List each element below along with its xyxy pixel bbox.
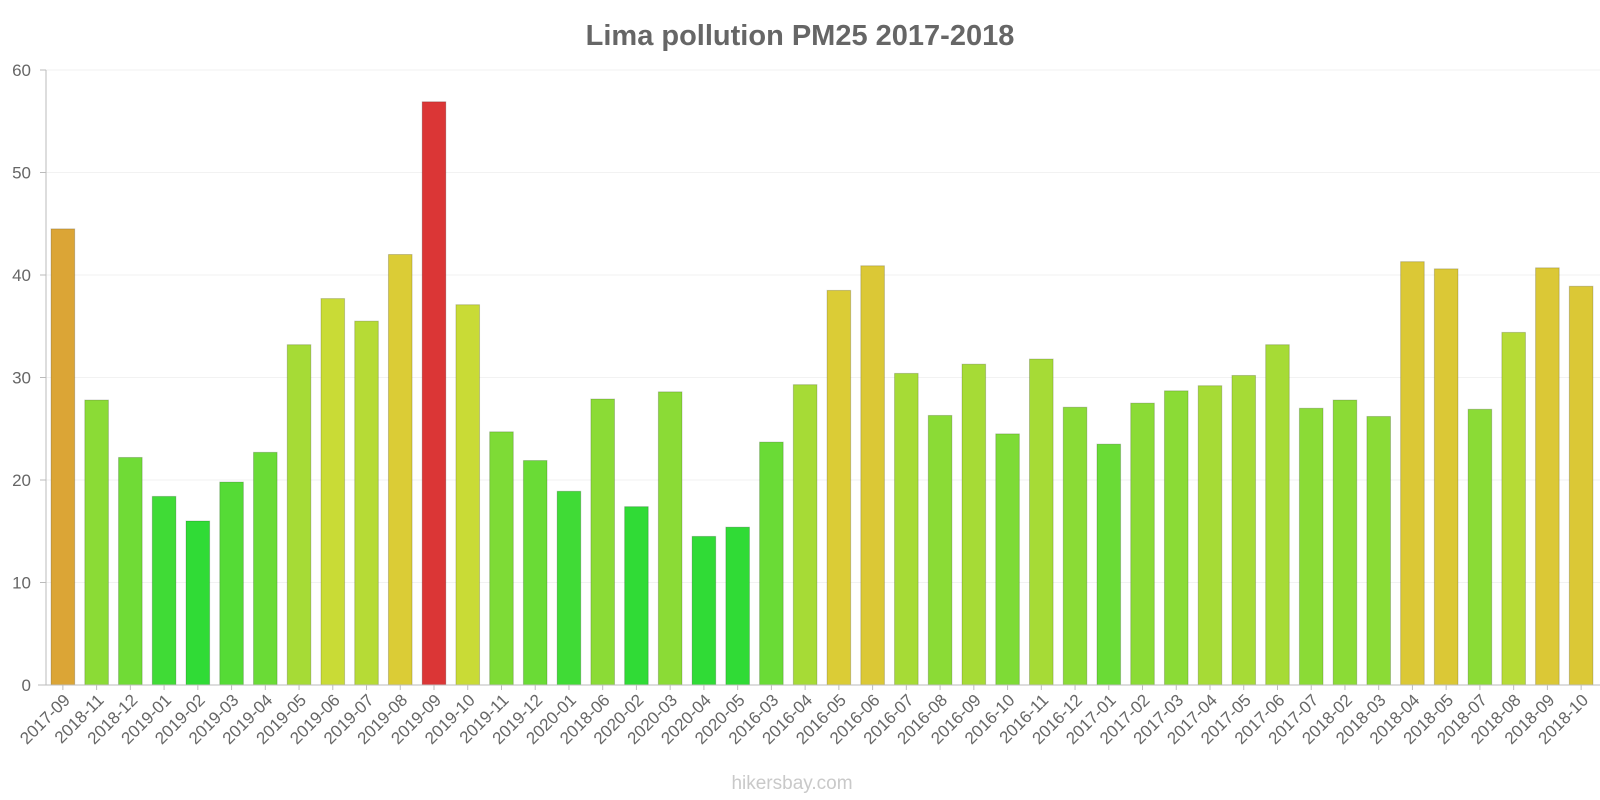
bar-2017-07 [1298, 407, 1324, 686]
y-tick-label: 30 [12, 369, 31, 388]
bar-2016-05 [826, 289, 852, 686]
y-tick-label: 40 [12, 266, 31, 285]
bar-2018-08 [1501, 331, 1526, 686]
bar-2017-06 [1265, 344, 1290, 686]
bar-2017-09 [50, 228, 76, 686]
chart-title: Lima pollution PM25 2017-2018 [586, 20, 1015, 52]
bar-2017-03 [1163, 390, 1189, 686]
bar-2019-02 [185, 520, 211, 686]
bar-2019-04 [252, 451, 278, 686]
bar-2017-05 [1231, 374, 1257, 686]
bars [50, 101, 1594, 686]
bar-2018-10 [1568, 285, 1594, 686]
bar-2016-12 [1062, 406, 1088, 686]
bar-2019-01 [151, 495, 177, 686]
y-tick-label: 20 [12, 471, 31, 490]
bar-2020-02 [624, 506, 649, 686]
bar-2018-12 [118, 456, 143, 686]
bar-2016-04 [792, 384, 818, 686]
bar-2019-09 [421, 101, 447, 686]
y-tick-label: 0 [22, 676, 31, 695]
bar-2018-04 [1400, 261, 1425, 686]
bar-2016-06 [860, 265, 885, 686]
bar-2019-10 [455, 304, 481, 686]
bar-2018-06 [590, 398, 616, 686]
y-tick-label: 50 [12, 164, 31, 183]
bar-2019-07 [354, 320, 379, 686]
bar-2019-06 [320, 298, 346, 686]
bar-2017-01 [1096, 443, 1122, 686]
bar-2016-03 [759, 441, 784, 686]
bar-2020-03 [657, 391, 683, 686]
bar-2020-05 [725, 526, 750, 686]
bar-2016-11 [1028, 358, 1054, 686]
bar-2019-03 [219, 481, 244, 686]
bar-2019-12 [522, 460, 548, 686]
y-axis-ticks: 0 10 20 30 40 50 60 [12, 61, 46, 695]
bar-2017-04 [1197, 385, 1223, 686]
bar-2018-03 [1366, 415, 1392, 686]
bar-2018-02 [1332, 399, 1358, 686]
watermark: hikersbay.com [731, 773, 852, 794]
bar-2016-09 [961, 363, 987, 686]
bar-2018-07 [1467, 408, 1493, 686]
bar-2018-09 [1535, 267, 1560, 686]
bar-2016-08 [927, 414, 953, 686]
bar-2016-10 [995, 433, 1020, 686]
bar-2019-05 [286, 344, 312, 686]
bar-2019-11 [489, 431, 514, 686]
bar-2020-01 [556, 490, 582, 686]
bar-2020-04 [691, 535, 717, 686]
bar-2017-02 [1130, 402, 1155, 686]
bar-2018-11 [84, 399, 109, 686]
x-axis-ticks: 2017-092018-112018-122019-012019-022019-… [16, 685, 1592, 748]
bar-2018-05 [1433, 268, 1459, 686]
y-tick-label: 10 [12, 574, 31, 593]
bar-2019-08 [387, 254, 413, 686]
bar-2016-07 [894, 372, 919, 686]
y-tick-label: 60 [12, 61, 31, 80]
